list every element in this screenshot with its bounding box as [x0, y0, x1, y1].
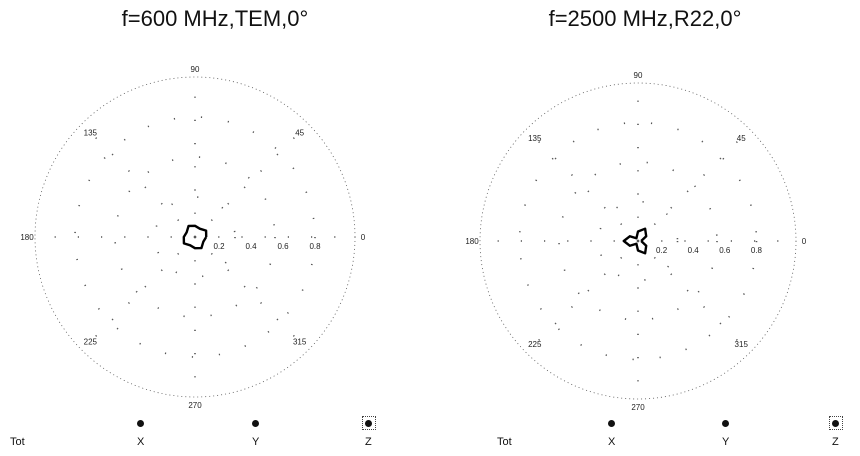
angle-label: 270	[631, 403, 645, 412]
legend-label: Y	[252, 436, 260, 448]
grid-ring	[154, 196, 236, 278]
legend-label: Tot	[10, 436, 25, 448]
grid-spoke	[637, 240, 751, 354]
grid-spoke	[525, 128, 639, 242]
grid-ring	[74, 116, 316, 358]
radial-tick-label: 0.2	[213, 242, 225, 251]
radial-tick-label: 0.6	[277, 242, 289, 251]
angle-label: 315	[293, 338, 307, 347]
angle-label: 90	[634, 71, 643, 80]
legend-marker	[365, 420, 372, 427]
grid-spoke	[525, 240, 639, 354]
angle-label: 180	[465, 237, 479, 246]
grid-spoke	[194, 236, 309, 351]
legend-box	[829, 416, 843, 430]
angle-label: 90	[191, 65, 200, 74]
grid-spoke	[194, 123, 309, 238]
legend: Tot X Y Z	[0, 416, 430, 456]
chart-panel-2500mhz: f=2500 MHz,R22,0° 90 45 0 315 270 225 180 135 0.…	[430, 0, 860, 456]
radial-tick-label: 0.4	[245, 242, 257, 251]
grid-spoke	[81, 236, 196, 351]
legend-label: Z	[365, 436, 372, 448]
angle-label: 0	[802, 237, 807, 246]
legend-label: Y	[722, 436, 730, 448]
legend-marker	[722, 420, 729, 427]
legend-label: Z	[832, 436, 839, 448]
grid-spoke	[81, 123, 196, 238]
radial-tick-label: 0.4	[688, 246, 700, 255]
angle-label: 45	[737, 134, 746, 143]
legend-label: X	[137, 436, 145, 448]
legend-box	[362, 416, 376, 430]
chart-title: f=2500 MHz,R22,0°	[548, 6, 742, 31]
radial-tick-label: 0.8	[751, 246, 763, 255]
angle-label: 270	[188, 401, 202, 410]
grid-ring	[518, 121, 758, 361]
radial-tick-label: 0.2	[656, 246, 668, 255]
radial-tick-label: 0.8	[309, 242, 321, 251]
angle-label: 45	[295, 128, 304, 137]
radial-tick-label: 0.6	[719, 246, 731, 255]
angle-label: 315	[735, 340, 749, 349]
legend-marker	[832, 420, 839, 427]
chart-title: f=600 MHz,TEM,0°	[121, 6, 309, 31]
angle-label: 135	[528, 134, 542, 143]
legend-label: X	[608, 436, 616, 448]
grid-spoke	[637, 128, 751, 242]
legend-label: Tot	[497, 436, 512, 448]
series-line	[182, 224, 208, 250]
legend-marker	[608, 420, 615, 427]
legend: Tot X Y Z	[430, 416, 860, 456]
angle-label: 135	[84, 128, 98, 137]
grid-ring	[34, 76, 356, 398]
polar-chart: 90 45 0 315 270 225 180 135 0.2 0.4 0.6 0.8	[465, 71, 807, 412]
angle-label: 225	[528, 340, 542, 349]
angle-label: 0	[361, 233, 366, 242]
polar-chart: 90 45 0 315 270 225 180 135 0.2 0.4 0.6 0.8	[20, 65, 366, 410]
series-line	[622, 227, 648, 255]
grid-ring	[114, 156, 276, 318]
grid-ring	[479, 82, 797, 400]
legend-marker	[137, 420, 144, 427]
angle-label: 225	[84, 338, 98, 347]
grid-ring	[558, 161, 718, 321]
grid-ring	[597, 200, 679, 282]
legend-marker	[252, 420, 259, 427]
angle-label: 180	[20, 233, 34, 242]
chart-panel-600mhz: f=600 MHz,TEM,0° 90 45 0 315 270 225 180 135 0.2…	[0, 6, 430, 456]
